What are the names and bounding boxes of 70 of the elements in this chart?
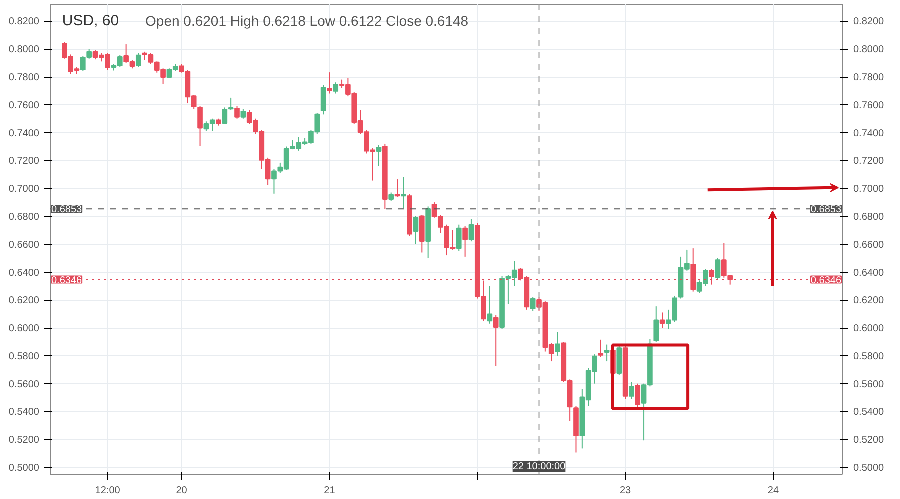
y-tick-label: 0.8000	[8, 44, 40, 56]
y-tick-label: 0.7400	[8, 128, 40, 140]
y-tick-label: 0.7200	[8, 156, 40, 168]
y2-tick-label: 0.7200	[854, 156, 885, 168]
candlestick	[413, 216, 419, 245]
annotation: Open 0.6201 High 0.6218 Low 0.6122 Close 0.6148	[146, 12, 469, 29]
y2-tick-label: 0.5400	[854, 407, 885, 418]
candlestick	[660, 312, 666, 329]
y-tick-label: 0.7800	[8, 72, 40, 84]
y2-tick-label: 0.6400	[854, 268, 885, 279]
candlestick	[530, 296, 536, 312]
y2-tick-label: 0.6000	[854, 324, 885, 335]
y-tick-label: 0.6400	[8, 268, 40, 279]
text: 0.6853	[810, 204, 842, 216]
candlestick	[320, 84, 326, 116]
y2-tick-label: 0.7800	[854, 72, 885, 84]
x-tick-label: 20	[176, 486, 188, 496]
candlestick	[240, 108, 246, 120]
y-tick-label: 0.5000	[8, 463, 40, 474]
y-tick-label: 0.6000	[8, 324, 40, 335]
candlestick	[376, 144, 382, 167]
y-tick-label: 0.5400	[8, 407, 40, 418]
y2-tick-label: 0.7400	[854, 128, 885, 140]
x-tick-label: 23	[620, 486, 632, 496]
text: 0.6346	[810, 275, 842, 286]
y-tick-label: 0.5600	[8, 379, 40, 390]
y2-tick-label: 0.7600	[854, 100, 885, 112]
candlestick	[715, 258, 721, 280]
y-tick-label: 0.7000	[8, 184, 40, 196]
x-tick-label: 12:00	[95, 486, 121, 496]
y2-tick-label: 0.6200	[854, 296, 885, 307]
candlestick	[234, 106, 240, 120]
candlestick	[327, 72, 332, 94]
candlestick	[635, 383, 641, 411]
candlestick	[401, 176, 406, 209]
y-tick-label: 0.5800	[8, 351, 40, 362]
candlestick	[487, 286, 493, 324]
y2-tick-label: 0.5000	[854, 463, 885, 474]
candlestick	[468, 218, 474, 242]
candlestick	[555, 332, 560, 356]
candlestick	[333, 82, 339, 94]
candlestick	[462, 226, 468, 258]
y-tick-label: 0.7600	[8, 100, 40, 112]
ref-line-label: 0.6853	[52, 204, 83, 216]
candlestick	[598, 339, 604, 358]
candlestick	[136, 52, 142, 68]
candlestick	[654, 306, 660, 343]
candlestick	[456, 224, 462, 252]
ref-line-label: 0.6346	[52, 275, 83, 286]
y2-tick-label: 0.5800	[854, 351, 885, 362]
text: USD, 60	[62, 12, 120, 30]
y-tick-label: 0.8200	[8, 16, 40, 28]
candlestick	[394, 179, 400, 198]
y2-tick-label: 0.8200	[854, 16, 885, 28]
y-tick-label: 0.6800	[8, 212, 40, 223]
candlestick	[604, 344, 610, 362]
x-tick-label: 24	[768, 486, 780, 496]
ref-line-label: 22 10:00:00	[512, 462, 566, 472]
x-tick-label: 21	[324, 486, 336, 496]
y2-tick-label: 0.8000	[854, 44, 885, 56]
y2-tick-label: 0.5200	[854, 435, 885, 446]
y2-tick-label: 0.5600	[854, 379, 885, 390]
y2-tick-label: 0.6600	[854, 240, 885, 251]
y2-tick-label: 0.6800	[854, 212, 885, 223]
y-tick-label: 0.6200	[8, 296, 40, 307]
candlestick	[493, 315, 499, 367]
y2-tick-label: 0.7000	[854, 184, 885, 196]
y-tick-label: 0.5200	[8, 435, 40, 446]
candlestick	[629, 382, 634, 400]
y-tick-label: 0.6600	[8, 240, 40, 251]
